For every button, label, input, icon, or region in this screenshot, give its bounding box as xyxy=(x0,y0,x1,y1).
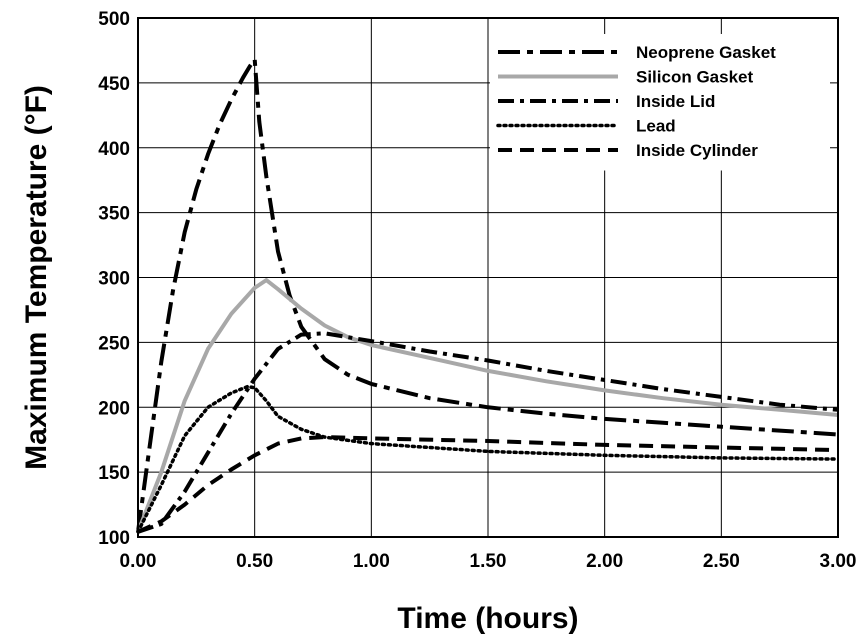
y-tick-labels: 100 150 200 250 300 350 400 450 500 xyxy=(98,9,130,549)
y-tick-label: 400 xyxy=(98,139,130,160)
series-line-1 xyxy=(136,57,839,533)
series-line-4 xyxy=(136,384,840,534)
plot-frame xyxy=(137,17,839,538)
y-axis-title: Maximum Temperature (°F) xyxy=(20,85,53,470)
series-line-5 xyxy=(137,435,839,534)
x-tick-label: 1.50 xyxy=(470,551,507,572)
legend-background xyxy=(490,34,830,171)
legend-label: Inside Lid xyxy=(636,92,715,111)
series-line-2 xyxy=(136,278,839,533)
legend-label: Neoprene Gasket xyxy=(636,43,776,62)
series-lines xyxy=(136,57,840,534)
y-tick-label: 300 xyxy=(98,269,130,290)
y-tick-label: 150 xyxy=(98,463,130,484)
legend-label: Lead xyxy=(636,117,676,136)
x-tick-label: 2.50 xyxy=(703,551,740,572)
x-tick-label: 0.00 xyxy=(120,551,157,572)
y-tick-label: 100 xyxy=(98,528,130,549)
y-tick-label: 350 xyxy=(98,204,130,225)
y-tick-label: 200 xyxy=(98,398,130,419)
x-tick-label: 3.00 xyxy=(820,551,857,572)
y-tick-label: 450 xyxy=(98,74,130,95)
x-tick-label: 1.00 xyxy=(353,551,390,572)
x-tick-labels: 0.00 0.50 1.00 1.50 2.00 2.50 3.00 xyxy=(120,551,857,572)
legend-label: Silicon Gasket xyxy=(636,68,753,87)
series-line-3 xyxy=(137,331,839,534)
x-tick-label: 0.50 xyxy=(236,551,273,572)
x-axis-title: Time (hours) xyxy=(397,602,578,635)
legend: Neoprene Gasket Silicon Gasket Inside Lid L… xyxy=(490,34,830,171)
x-tick-label: 2.00 xyxy=(586,551,623,572)
y-tick-label: 500 xyxy=(98,9,130,30)
y-tick-label: 250 xyxy=(98,333,130,354)
legend-label: Inside Cylinder xyxy=(636,141,758,160)
